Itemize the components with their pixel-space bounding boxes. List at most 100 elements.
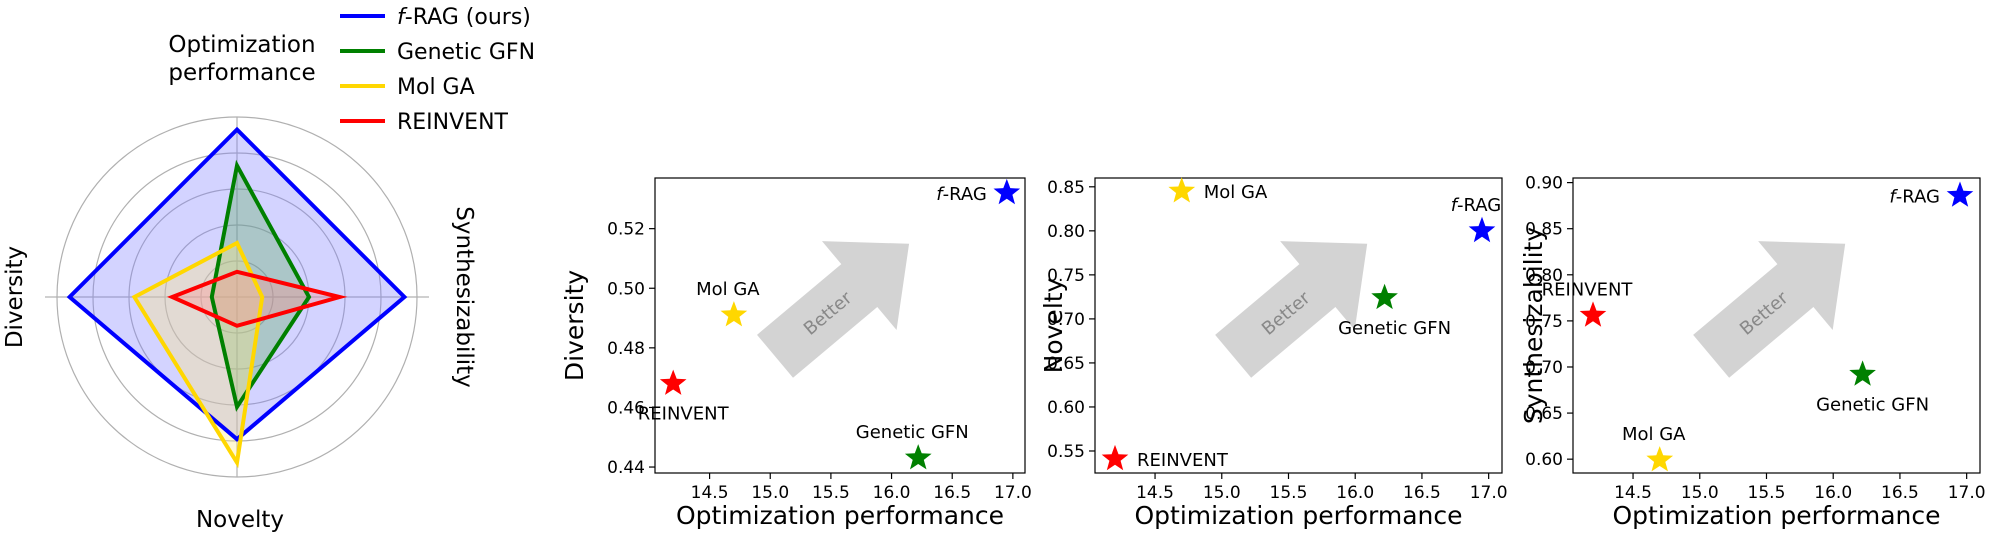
x-tick-label: 17.0 — [1470, 483, 1508, 503]
radar-label-novelty: Novelty — [196, 507, 284, 533]
point-star — [1849, 360, 1876, 386]
y-tick-label: 0.75 — [1047, 266, 1085, 286]
point-label: f-RAG — [1451, 195, 1502, 216]
point-star — [1101, 444, 1129, 471]
legend-label-0: f-RAG (ours) — [397, 5, 531, 30]
y-tick-label: 0.85 — [1047, 178, 1085, 198]
point-label: Mol GA — [696, 279, 760, 300]
point-label-text: -RAG — [1457, 195, 1501, 216]
legend-label-0-prefix: f — [397, 5, 408, 30]
y-axis-label: Novelty — [1039, 277, 1068, 373]
point-label: f-RAG — [1889, 187, 1940, 208]
better-arrow: Better — [757, 241, 910, 378]
point-label: REINVENT — [638, 404, 730, 425]
x-axis-label: Optimization performance — [1135, 501, 1463, 530]
point-star — [1468, 216, 1496, 243]
better-arrow-shape — [757, 241, 910, 378]
scatter-synthesizability: 14.5 15.0 15.5 16.0 16.5 17.0 0.60 0.65 0.70 0.75… — [1519, 174, 1986, 530]
y-tick-label: 0.65 — [1525, 404, 1563, 424]
x-tick-label: 15.0 — [751, 483, 789, 503]
point-label: Mol GA — [1204, 182, 1268, 203]
x-tick-label: 16.5 — [1403, 483, 1441, 503]
point-star — [993, 178, 1021, 205]
radar-line-2 — [131, 240, 265, 469]
x-tick-label: 15.0 — [1681, 483, 1719, 503]
point-star — [1168, 177, 1196, 203]
better-arrow-shape — [1215, 241, 1368, 378]
y-tick-label: 0.70 — [1525, 358, 1563, 378]
radar-line-3 — [166, 269, 348, 328]
point-label: Genetic GFN — [1816, 394, 1929, 415]
radar-label-diversity: Diversity — [2, 246, 28, 348]
x-tick-label: 16.0 — [1814, 483, 1852, 503]
radar-fill-0 — [69, 129, 405, 440]
point-label-prefix: f — [936, 184, 945, 205]
point-star — [904, 444, 932, 470]
point-star — [1371, 283, 1398, 310]
x-tick-label: 15.0 — [1203, 483, 1241, 503]
point-label-prefix: f — [1889, 187, 1898, 208]
y-tick-label: 0.50 — [607, 279, 645, 299]
legend-label-0-text: -RAG (ours) — [405, 5, 531, 30]
y-tick-label: 0.52 — [607, 220, 645, 240]
point-label: REINVENT — [1137, 450, 1229, 471]
point-star — [720, 301, 748, 327]
x-tick-label: 16.5 — [1881, 483, 1919, 503]
y-tick-label: 0.60 — [1047, 398, 1085, 418]
point-label-prefix: f — [1451, 195, 1460, 216]
x-tick-label: 14.5 — [1614, 483, 1652, 503]
x-tick-label: 15.5 — [812, 483, 850, 503]
point-label: REINVENT — [1542, 279, 1634, 300]
y-axis-label: Diversity — [560, 270, 589, 381]
point-label-text: -RAG — [1896, 187, 1940, 208]
y-tick-label: 0.80 — [1047, 222, 1085, 242]
legend-label-3: REINVENT — [397, 110, 509, 135]
point-label: Genetic GFN — [856, 422, 969, 443]
radar-fill-1 — [211, 165, 309, 407]
y-axis-label: Synthesizability — [1519, 227, 1548, 424]
radar-fill-2 — [134, 243, 263, 463]
x-tick-label: 15.5 — [1270, 483, 1308, 503]
point-star — [1579, 301, 1607, 327]
y-tick-label: 0.85 — [1525, 220, 1563, 240]
y-tick-label: 0.44 — [607, 458, 645, 478]
y-tick-label: 0.65 — [1047, 354, 1085, 374]
scatter-diversity: 14.5 15.0 15.5 16.0 16.5 17.0 0.44 0.46 0.48 0.50… — [560, 177, 1032, 530]
radar-legend: f-RAG (ours) Genetic GFN Mol GA REINVENT — [340, 5, 535, 135]
x-axis-label: Optimization performance — [676, 501, 1004, 530]
x-tick-label: 17.0 — [1948, 483, 1986, 503]
point-star — [659, 369, 687, 395]
y-tick-label: 0.75 — [1525, 312, 1563, 332]
y-tick-label: 0.48 — [607, 339, 645, 359]
x-tick-label: 14.5 — [691, 483, 729, 503]
plot-frame — [654, 177, 1026, 474]
y-tick-label: 0.70 — [1047, 310, 1085, 330]
x-tick-label: 16.5 — [933, 483, 971, 503]
x-tick-label: 17.0 — [994, 483, 1032, 503]
y-tick-label: 0.80 — [1525, 266, 1563, 286]
point-label: Mol GA — [1622, 424, 1686, 445]
radar-label-synthesizability: Synthesizability — [451, 206, 477, 387]
better-arrow: Better — [1693, 241, 1846, 378]
legend-label-2: Mol GA — [397, 75, 475, 100]
x-tick-label: 14.5 — [1136, 483, 1174, 503]
x-axis-label: Optimization performance — [1613, 501, 1941, 530]
x-tick-label: 16.0 — [873, 483, 911, 503]
better-arrow-shape — [1693, 241, 1846, 378]
radar-label-optimization-line1: Optimization — [168, 32, 315, 58]
radar-label-optimization-line2: performance — [168, 60, 315, 86]
y-tick-label: 0.90 — [1525, 174, 1563, 194]
plot-frame — [1572, 177, 1981, 474]
point-label-text: -RAG — [943, 184, 987, 205]
y-tick-label: 0.55 — [1047, 442, 1085, 462]
radar-line-0 — [66, 126, 408, 442]
scatter-novelty: 14.5 15.0 15.5 16.0 16.5 17.0 0.55 0.60 0.65 0.70… — [1039, 177, 1508, 530]
y-tick-label: 0.60 — [1525, 450, 1563, 470]
better-arrow: Better — [1215, 241, 1368, 378]
plot-frame — [1094, 177, 1503, 474]
legend-label-1: Genetic GFN — [397, 40, 535, 65]
point-star — [1946, 181, 1974, 207]
x-tick-label: 16.0 — [1336, 483, 1374, 503]
